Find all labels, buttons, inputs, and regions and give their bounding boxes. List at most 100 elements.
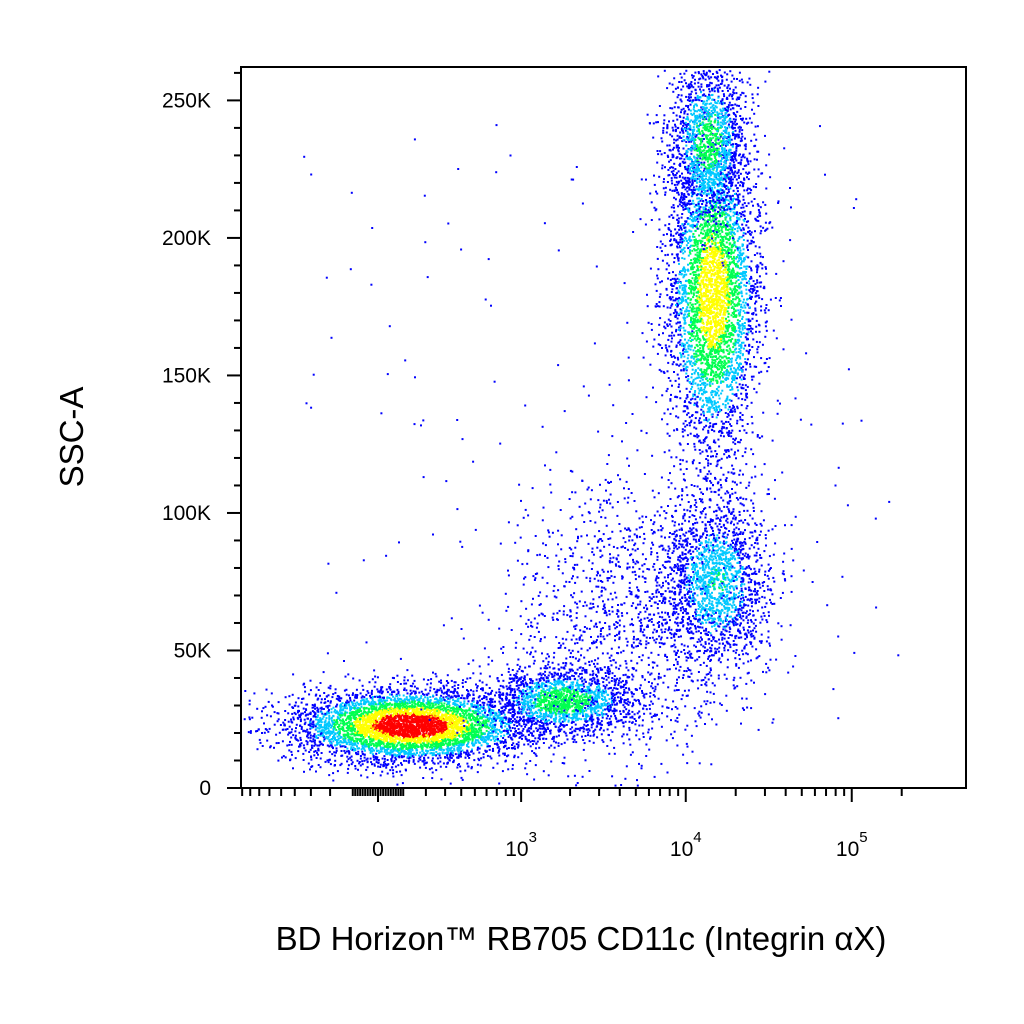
data-point (380, 725, 383, 728)
data-point (353, 715, 356, 718)
data-point (484, 749, 487, 752)
data-point (456, 711, 459, 714)
data-point (431, 749, 434, 751)
data-point (329, 684, 332, 687)
data-point (504, 705, 507, 708)
data-point (411, 710, 414, 713)
data-point (345, 743, 348, 745)
data-point (498, 749, 500, 752)
data-point (361, 699, 364, 702)
data-point (315, 693, 318, 696)
data-point (313, 744, 316, 747)
data-point (427, 756, 430, 759)
data-point (474, 724, 477, 727)
data-point (387, 742, 390, 745)
data-point (473, 736, 476, 739)
data-point (470, 750, 473, 753)
data-point (476, 685, 479, 688)
data-point (471, 748, 473, 751)
data-point (425, 732, 428, 735)
data-point (372, 734, 375, 737)
data-point (422, 737, 425, 740)
data-point (417, 713, 420, 716)
data-point (371, 729, 374, 732)
data-point (344, 675, 347, 678)
data-point (430, 767, 433, 770)
data-point (391, 742, 393, 745)
data-point (334, 744, 337, 747)
data-point (300, 726, 303, 729)
data-point (394, 738, 397, 741)
data-point (557, 726, 560, 729)
data-point (527, 733, 530, 736)
data-point (361, 720, 364, 723)
data-point (433, 688, 436, 691)
data-point (427, 738, 430, 740)
data-point (484, 736, 487, 738)
data-point (427, 742, 430, 745)
data-point (276, 720, 279, 723)
data-point (397, 705, 400, 708)
data-point (454, 738, 457, 741)
data-point (521, 695, 523, 698)
data-point (446, 757, 449, 760)
data-point (400, 756, 403, 759)
data-point (363, 740, 366, 743)
data-point (385, 702, 388, 705)
data-point (404, 706, 406, 709)
data-point (338, 717, 341, 720)
data-point (429, 745, 432, 748)
data-point (447, 701, 450, 703)
data-point (402, 694, 405, 697)
data-point (302, 707, 305, 710)
data-point (349, 709, 352, 712)
data-point (421, 753, 424, 756)
data-point (437, 699, 440, 702)
data-point (456, 738, 459, 741)
data-point (483, 695, 486, 697)
data-point (322, 708, 325, 710)
data-point (315, 770, 317, 773)
data-point (308, 721, 311, 724)
data-point (347, 767, 350, 770)
data-point (340, 754, 343, 757)
data-point (328, 758, 331, 761)
data-point (513, 754, 516, 757)
data-point (314, 750, 317, 752)
data-point (405, 759, 408, 762)
data-point (376, 696, 379, 699)
data-point (426, 725, 429, 728)
data-point (316, 751, 318, 754)
data-point (321, 712, 324, 715)
data-point (299, 716, 302, 718)
data-point (487, 700, 490, 703)
data-point (393, 730, 396, 732)
data-point (309, 727, 312, 730)
data-point (331, 730, 333, 733)
data-point (356, 718, 359, 721)
data-point (442, 696, 445, 699)
data-point (376, 688, 379, 691)
data-point (389, 693, 391, 696)
data-point (334, 737, 336, 740)
data-point (372, 707, 375, 710)
data-point (279, 724, 282, 726)
data-point (307, 713, 310, 716)
data-point (382, 721, 385, 724)
data-point (420, 747, 423, 750)
data-point (395, 749, 398, 752)
data-point (390, 734, 393, 737)
data-point (392, 709, 395, 712)
data-point (457, 687, 460, 690)
data-point (395, 695, 398, 697)
data-point (428, 711, 431, 714)
data-point (386, 711, 389, 714)
data-point (310, 718, 312, 721)
data-point (371, 742, 374, 745)
data-point (319, 743, 322, 746)
data-point (456, 766, 459, 769)
data-point (392, 775, 395, 778)
data-point (375, 752, 378, 755)
data-point (353, 721, 356, 723)
data-point (329, 700, 332, 703)
